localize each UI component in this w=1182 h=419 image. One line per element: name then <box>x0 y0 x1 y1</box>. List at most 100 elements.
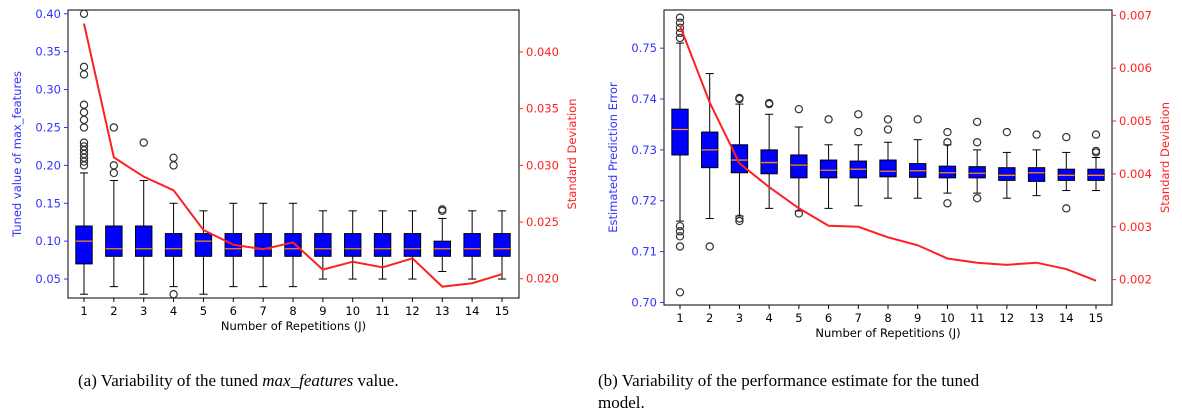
x-tick-label: 6 <box>230 304 237 318</box>
outlier-point <box>972 138 982 147</box>
y-axis-label: Tuned value of max_features <box>10 71 24 238</box>
y2-tick-label: 0.025 <box>526 215 559 229</box>
y-tick-label: 0.72 <box>631 194 657 208</box>
caption-b-line1: (b) Variability of the performance estim… <box>598 371 980 390</box>
outlier-point <box>705 242 714 251</box>
box <box>938 165 957 179</box>
x-tick-label: 14 <box>465 304 480 318</box>
outlier-point <box>79 100 89 109</box>
y2-tick-label: 0.006 <box>1119 61 1152 75</box>
box <box>760 149 778 175</box>
y-tick-label: 0.40 <box>35 7 61 21</box>
box <box>254 233 272 257</box>
outlier-point <box>854 110 863 119</box>
y2-tick-label: 0.020 <box>526 272 559 286</box>
x-tick-label: 1 <box>80 304 87 318</box>
outlier-point <box>943 127 952 137</box>
y-axis-label: Estimated Prediction Error <box>606 82 620 233</box>
x-tick-label: 15 <box>1089 311 1104 325</box>
outlier-point <box>1032 130 1041 139</box>
y-tick-label: 0.30 <box>35 83 61 97</box>
outlier-point <box>79 138 89 147</box>
outlier-point <box>972 193 982 203</box>
x-tick-label: 9 <box>319 304 326 318</box>
outlier-point <box>913 115 922 124</box>
box <box>164 233 183 257</box>
caption-a-prefix: (a) Variability of the tuned <box>78 371 263 390</box>
outlier-point <box>854 127 863 137</box>
y-tick-label: 0.73 <box>631 143 657 157</box>
box <box>671 108 689 156</box>
outlier-point <box>79 70 89 79</box>
box <box>284 233 302 257</box>
x-tick-label: 12 <box>1000 311 1015 325</box>
y-tick-label: 0.75 <box>631 41 657 55</box>
outlier-point <box>675 242 685 251</box>
x-tick-label: 3 <box>140 304 147 318</box>
outlier-point <box>675 221 685 231</box>
outlier-point <box>79 9 89 18</box>
caption-a-suffix: value. <box>353 371 399 390</box>
outlier-point <box>972 117 982 127</box>
y-tick-label: 0.25 <box>35 120 61 134</box>
y-tick-label: 0.70 <box>631 295 657 309</box>
x-tick-label: 5 <box>795 311 802 325</box>
outlier-point <box>109 123 119 132</box>
y-tick-label: 0.15 <box>35 196 61 210</box>
x-axis-label: Number of Repetitions (J) <box>815 326 960 340</box>
box <box>968 166 986 179</box>
outlier-point <box>169 161 178 170</box>
box <box>998 167 1016 181</box>
y2-tick-label: 0.030 <box>526 158 559 172</box>
outlier-point <box>675 23 685 33</box>
x-tick-label: 11 <box>375 304 390 318</box>
outlier-point <box>824 115 833 124</box>
y2-tick-label: 0.005 <box>1119 114 1152 128</box>
x-tick-label: 5 <box>200 304 207 318</box>
y-tick-label: 0.74 <box>631 92 657 106</box>
box <box>75 225 93 265</box>
outlier-point <box>139 138 148 147</box>
outlier-point <box>675 13 685 22</box>
y2-axis-label: Standard Deviation <box>1158 102 1172 213</box>
x-tick-label: 8 <box>884 311 891 325</box>
outlier-point <box>943 138 952 147</box>
box <box>373 233 392 257</box>
box <box>135 225 153 257</box>
outlier-point <box>79 123 89 132</box>
y2-tick-label: 0.003 <box>1119 220 1152 234</box>
outlier-point <box>1091 130 1101 139</box>
box <box>194 233 213 257</box>
outlier-point <box>883 115 893 124</box>
box <box>344 233 362 257</box>
box <box>403 233 422 257</box>
outlier-point <box>438 205 447 214</box>
y2-tick-label: 0.004 <box>1119 167 1152 181</box>
x-tick-label: 10 <box>940 311 955 325</box>
x-tick-label: 10 <box>345 304 360 318</box>
x-tick-label: 11 <box>970 311 985 325</box>
outlier-point <box>169 290 178 299</box>
y-tick-label: 0.71 <box>631 245 657 259</box>
outlier-point <box>109 161 119 170</box>
box <box>105 225 123 257</box>
outlier-point <box>79 115 89 125</box>
y-tick-label: 0.10 <box>35 234 61 248</box>
std-dev-line <box>679 25 1097 282</box>
outlier-point <box>109 168 119 178</box>
box <box>493 233 511 257</box>
outlier-point <box>675 288 685 297</box>
x-axis-label: Number of Repetitions (J) <box>221 319 366 333</box>
outlier-point <box>675 227 685 236</box>
x-tick-label: 1 <box>676 311 683 325</box>
x-tick-label: 12 <box>405 304 420 318</box>
caption-b-line2: model. <box>598 393 645 412</box>
x-tick-label: 8 <box>289 304 296 318</box>
x-tick-label: 2 <box>706 311 713 325</box>
y-tick-label: 0.05 <box>35 272 61 286</box>
outlier-point <box>1091 146 1101 156</box>
outlier-point <box>735 216 744 226</box>
caption-a: (a) Variability of the tuned max_feature… <box>78 370 508 391</box>
x-tick-label: 7 <box>855 311 862 325</box>
